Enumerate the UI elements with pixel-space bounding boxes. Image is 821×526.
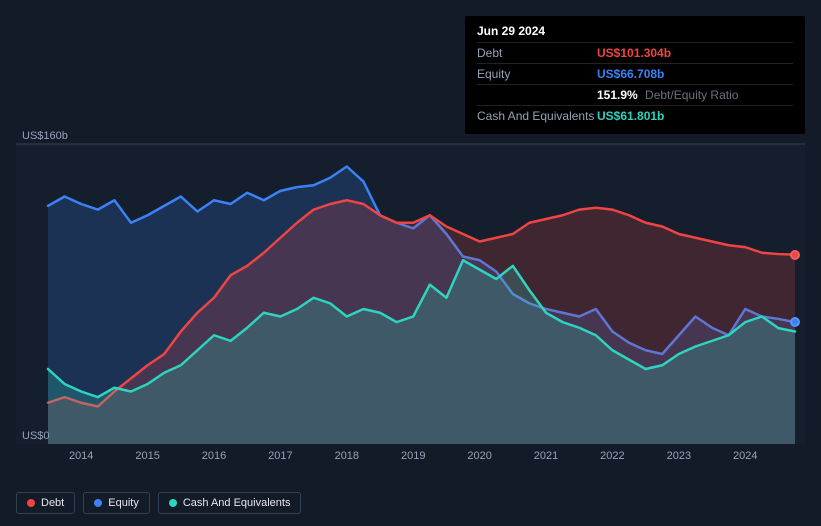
x-axis-label: 2019: [401, 450, 425, 462]
legend-item-debt[interactable]: Debt: [16, 492, 75, 514]
tooltip-label-empty: [477, 88, 597, 102]
legend-item-equity[interactable]: Equity: [83, 492, 150, 514]
x-axis-label: 2023: [667, 450, 691, 462]
legend-label: Cash And Equivalents: [183, 497, 291, 509]
tooltip-row-ratio: 151.9% Debt/Equity Ratio: [477, 84, 793, 105]
series-end-marker-equity: [790, 317, 800, 327]
tooltip-label: Debt: [477, 46, 597, 60]
legend-dot-icon: [94, 499, 102, 507]
tooltip-value: US$61.801b: [597, 109, 664, 123]
tooltip-panel: Jun 29 2024 Debt US$101.304b Equity US$6…: [465, 16, 805, 134]
x-axis-label: 2020: [467, 450, 491, 462]
x-axis-label: 2016: [202, 450, 226, 462]
x-axis-label: 2017: [268, 450, 292, 462]
series-end-marker-debt: [790, 250, 800, 260]
tooltip-date: Jun 29 2024: [477, 24, 793, 38]
legend-label: Equity: [108, 497, 139, 509]
ratio-label: Debt/Equity Ratio: [645, 88, 738, 102]
legend-item-cash[interactable]: Cash And Equivalents: [158, 492, 302, 514]
legend-dot-icon: [169, 499, 177, 507]
tooltip-ratio: 151.9% Debt/Equity Ratio: [597, 88, 738, 102]
y-axis-label: US$0: [22, 430, 50, 442]
tooltip-value: US$66.708b: [597, 67, 664, 81]
chart-container: Jun 29 2024 Debt US$101.304b Equity US$6…: [0, 0, 821, 526]
tooltip-label: Equity: [477, 67, 597, 81]
legend: Debt Equity Cash And Equivalents: [16, 492, 301, 514]
tooltip-row-debt: Debt US$101.304b: [477, 42, 793, 63]
y-axis-label: US$160b: [22, 130, 68, 142]
tooltip-value: US$101.304b: [597, 46, 671, 60]
tooltip-row-cash: Cash And Equivalents US$61.801b: [477, 105, 793, 126]
tooltip-label: Cash And Equivalents: [477, 109, 597, 123]
tooltip-row-equity: Equity US$66.708b: [477, 63, 793, 84]
x-axis-label: 2018: [335, 450, 359, 462]
x-axis-label: 2024: [733, 450, 757, 462]
legend-label: Debt: [41, 497, 64, 509]
legend-dot-icon: [27, 499, 35, 507]
x-axis-label: 2015: [135, 450, 159, 462]
x-axis-label: 2014: [69, 450, 93, 462]
x-axis-label: 2022: [600, 450, 624, 462]
ratio-percent: 151.9%: [597, 88, 638, 102]
x-axis-label: 2021: [534, 450, 558, 462]
